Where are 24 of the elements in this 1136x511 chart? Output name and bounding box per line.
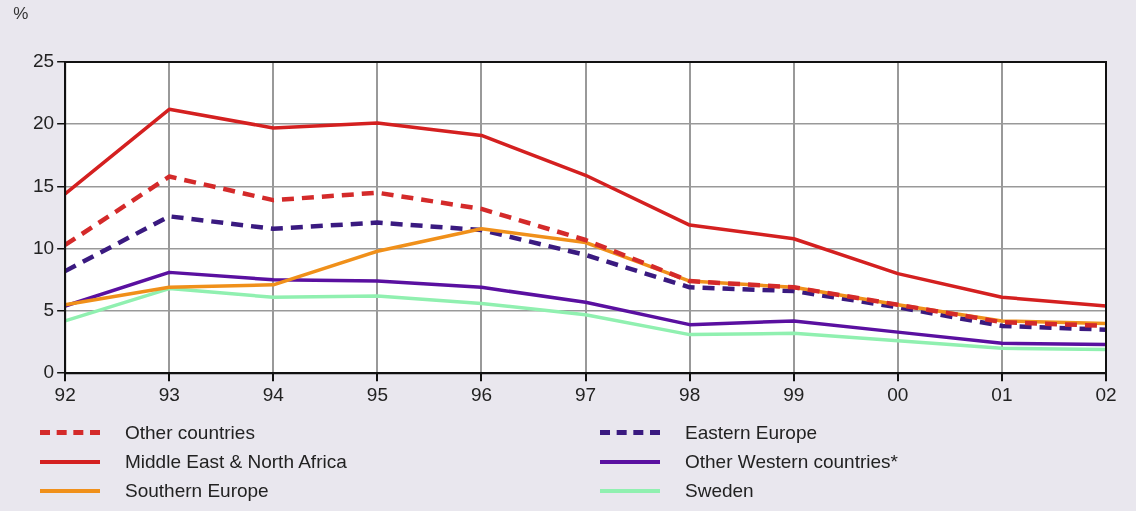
x-tick-label: 96 bbox=[470, 383, 493, 405]
y-tick-label: 15 bbox=[32, 174, 55, 196]
y-tick-label: 20 bbox=[32, 112, 55, 134]
x-tick-label: 01 bbox=[991, 383, 1013, 405]
legend-label: Southern Europe bbox=[125, 479, 269, 502]
x-tick-label: 92 bbox=[54, 383, 76, 405]
y-tick-label: 0 bbox=[43, 361, 55, 383]
y-tick-label: 5 bbox=[43, 299, 55, 321]
legend-label: Eastern Europe bbox=[685, 421, 818, 444]
x-tick-label: 93 bbox=[158, 383, 180, 405]
x-tick-label: 02 bbox=[1095, 383, 1117, 405]
x-tick-label: 94 bbox=[262, 383, 285, 405]
y-tick-label: 10 bbox=[32, 236, 55, 258]
legend-label: Other countries bbox=[125, 421, 255, 444]
y-axis-title: % bbox=[13, 3, 29, 23]
legend-label: Middle East & North Africa bbox=[125, 450, 347, 473]
y-tick-label: 25 bbox=[32, 50, 55, 72]
x-tick-label: 99 bbox=[783, 383, 805, 405]
x-tick-label: 97 bbox=[575, 383, 597, 405]
legend-label: Other Western countries* bbox=[685, 450, 898, 473]
x-tick-label: 98 bbox=[679, 383, 701, 405]
x-tick-label: 95 bbox=[366, 383, 388, 405]
x-tick-label: 00 bbox=[887, 383, 909, 405]
legend-label: Sweden bbox=[685, 479, 754, 502]
